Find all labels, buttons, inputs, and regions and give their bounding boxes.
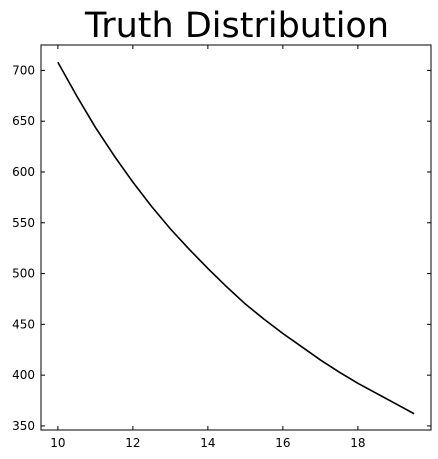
y-tick-label: 500 (12, 267, 35, 281)
y-tick-label: 700 (12, 63, 35, 77)
y-axis: 350 400 450 500 550 600 650 700 (12, 63, 431, 433)
y-tick-label: 350 (12, 419, 35, 433)
y-tick-label: 650 (12, 114, 35, 128)
series-layer (57, 61, 415, 415)
y-tick-label: 550 (12, 216, 35, 230)
x-tick-label: 18 (350, 436, 365, 450)
x-tick-label: 10 (50, 436, 65, 450)
x-tick-label: 12 (125, 436, 140, 450)
x-tick-label: 16 (275, 436, 290, 450)
y-tick-label: 400 (12, 368, 35, 382)
x-axis: 10 12 14 16 18 (50, 45, 366, 450)
series-line-0 (57, 61, 415, 415)
plot-frame (40, 44, 432, 431)
chart-title: Truth Distribution (84, 6, 389, 46)
y-tick-label: 450 (12, 317, 35, 331)
y-tick-label: 600 (12, 165, 35, 179)
x-tick-label: 14 (200, 436, 215, 450)
